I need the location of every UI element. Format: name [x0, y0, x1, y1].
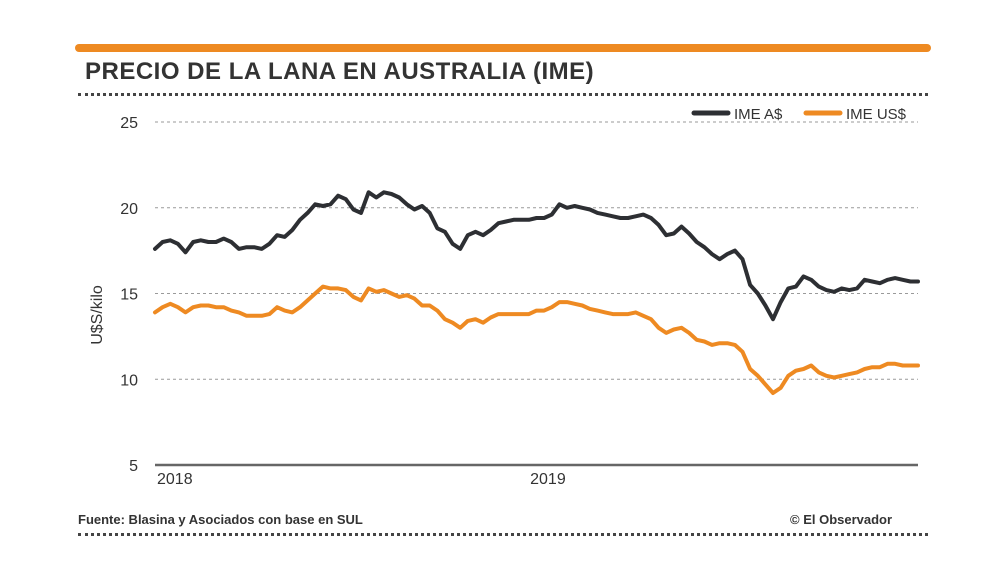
x-tick-label-2019: 2019: [530, 471, 566, 488]
top-accent-rule: [75, 44, 931, 52]
credit-note: © El Observador: [790, 512, 893, 527]
legend-label-ime-ad: IME A$: [734, 106, 783, 123]
series-line-ime-us: [153, 284, 920, 395]
series-lines: [153, 190, 920, 395]
chart-title: PRECIO DE LA LANA EN AUSTRALIA (IME): [85, 58, 595, 85]
x-axis-ticks: 2018 2019: [157, 471, 566, 488]
gridlines: [155, 121, 918, 467]
y-tick-label-15: 15: [120, 287, 138, 304]
legend: IME A$ IME US$: [691, 106, 907, 123]
y-tick-label-20: 20: [120, 201, 138, 218]
y-axis-label: U$S/kilo: [89, 285, 106, 345]
x-tick-label-2018: 2018: [157, 471, 193, 488]
y-tick-label-25: 25: [120, 115, 138, 132]
legend-label-ime-us: IME US$: [846, 106, 907, 123]
footer-divider: [78, 533, 928, 536]
y-tick-label-10: 10: [120, 372, 138, 389]
series-line-ime-ad: [153, 190, 920, 322]
y-tick-label-5: 5: [129, 458, 138, 475]
source-note: Fuente: Blasina y Asociados con base en …: [78, 512, 363, 527]
y-axis-ticks: 5 10 15 20 25: [120, 115, 138, 475]
title-divider: [78, 93, 928, 96]
